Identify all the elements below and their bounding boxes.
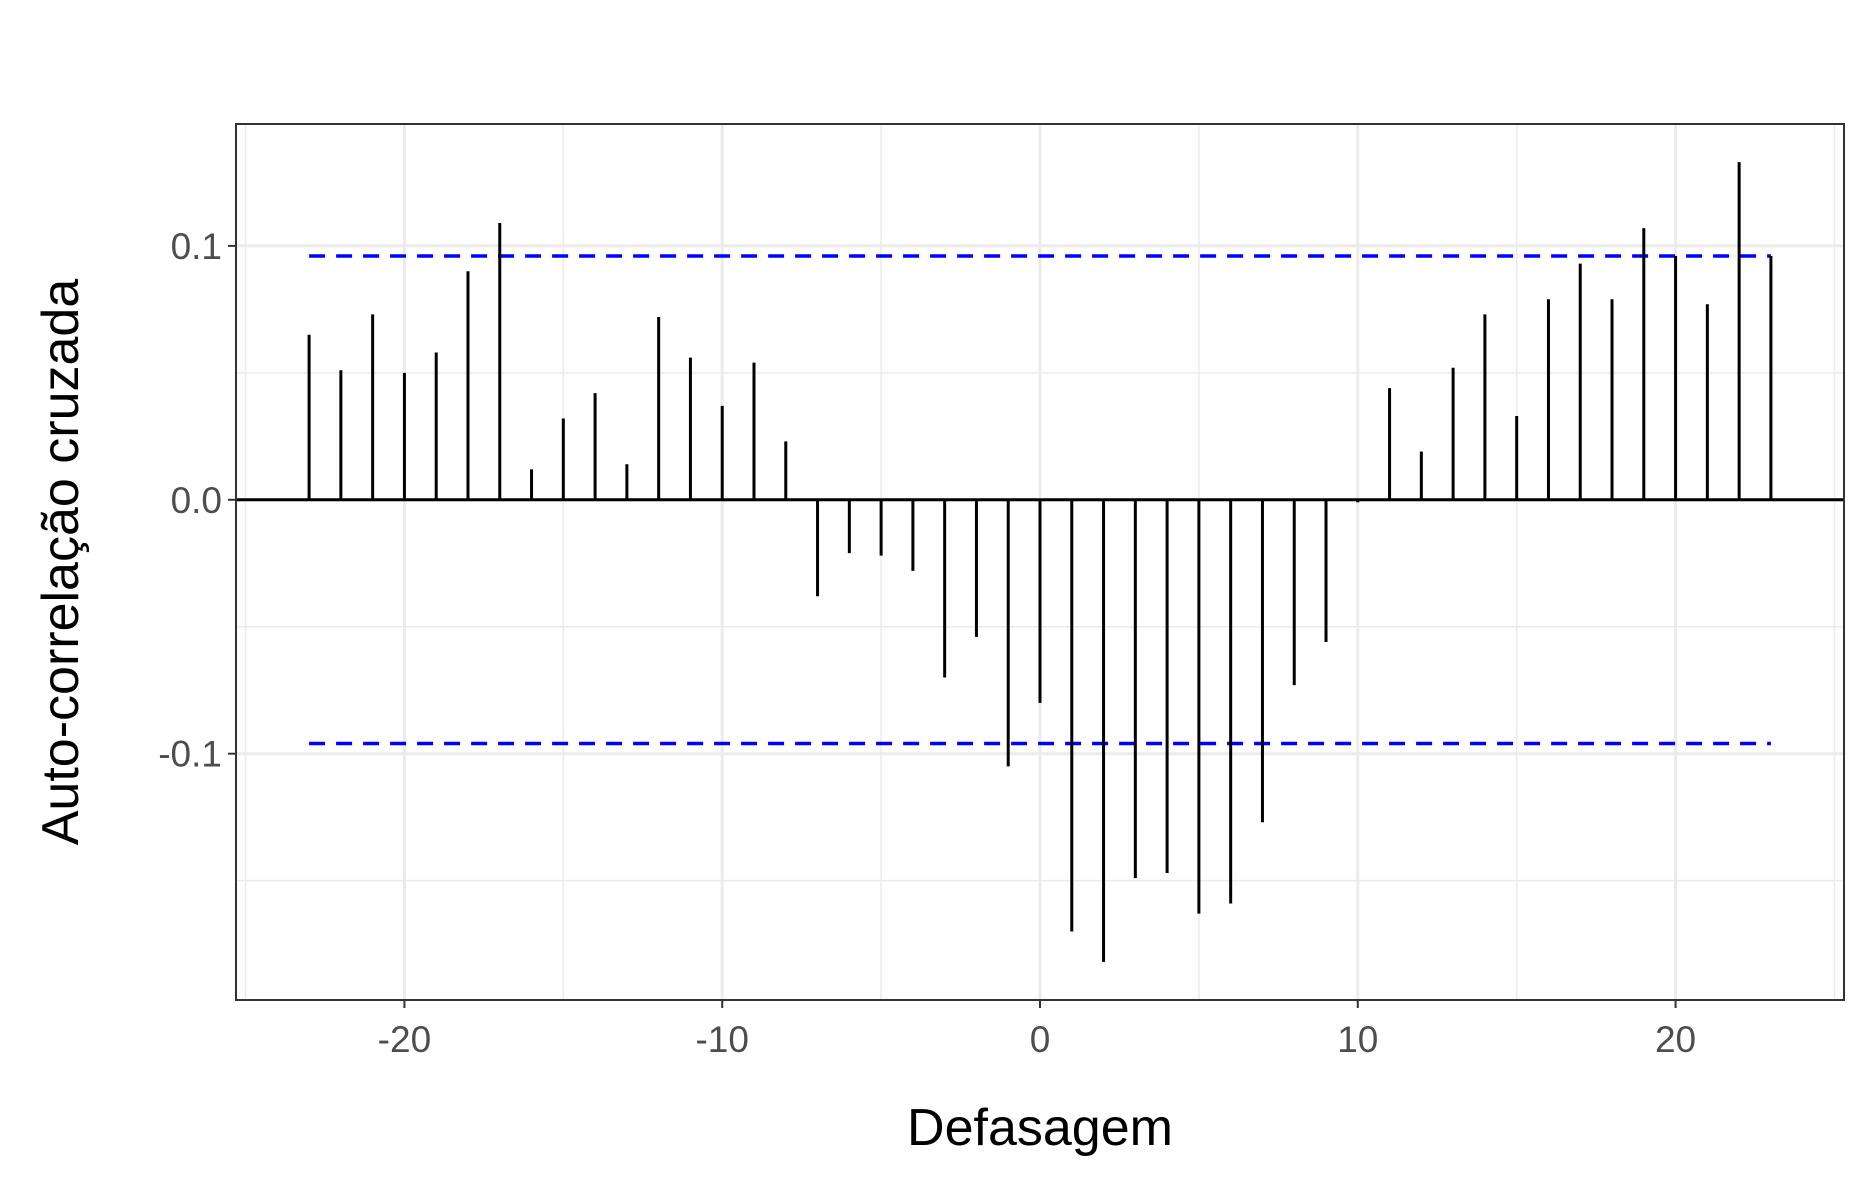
stems (307, 162, 1773, 962)
y-tick-label: 0.0 (171, 480, 222, 521)
y-tick-label: 0.1 (171, 226, 222, 267)
x-tick-label: -10 (695, 1019, 748, 1060)
x-tick-label: 0 (1030, 1019, 1051, 1060)
y-tick-label: -0.1 (158, 734, 222, 775)
y-axis: -0.1 0.0 0.1 (158, 226, 236, 775)
y-axis-title: Auto-correlação cruzada (32, 279, 90, 846)
x-tick-label: 20 (1655, 1019, 1696, 1060)
confidence-band (309, 254, 1771, 746)
x-tick-label: 10 (1337, 1019, 1378, 1060)
x-tick-label: -20 (378, 1019, 431, 1060)
minor-gridlines (236, 124, 1844, 1000)
x-axis: -20 -10 0 10 20 (378, 1000, 1696, 1060)
x-axis-title: Defasagem (907, 1099, 1173, 1157)
